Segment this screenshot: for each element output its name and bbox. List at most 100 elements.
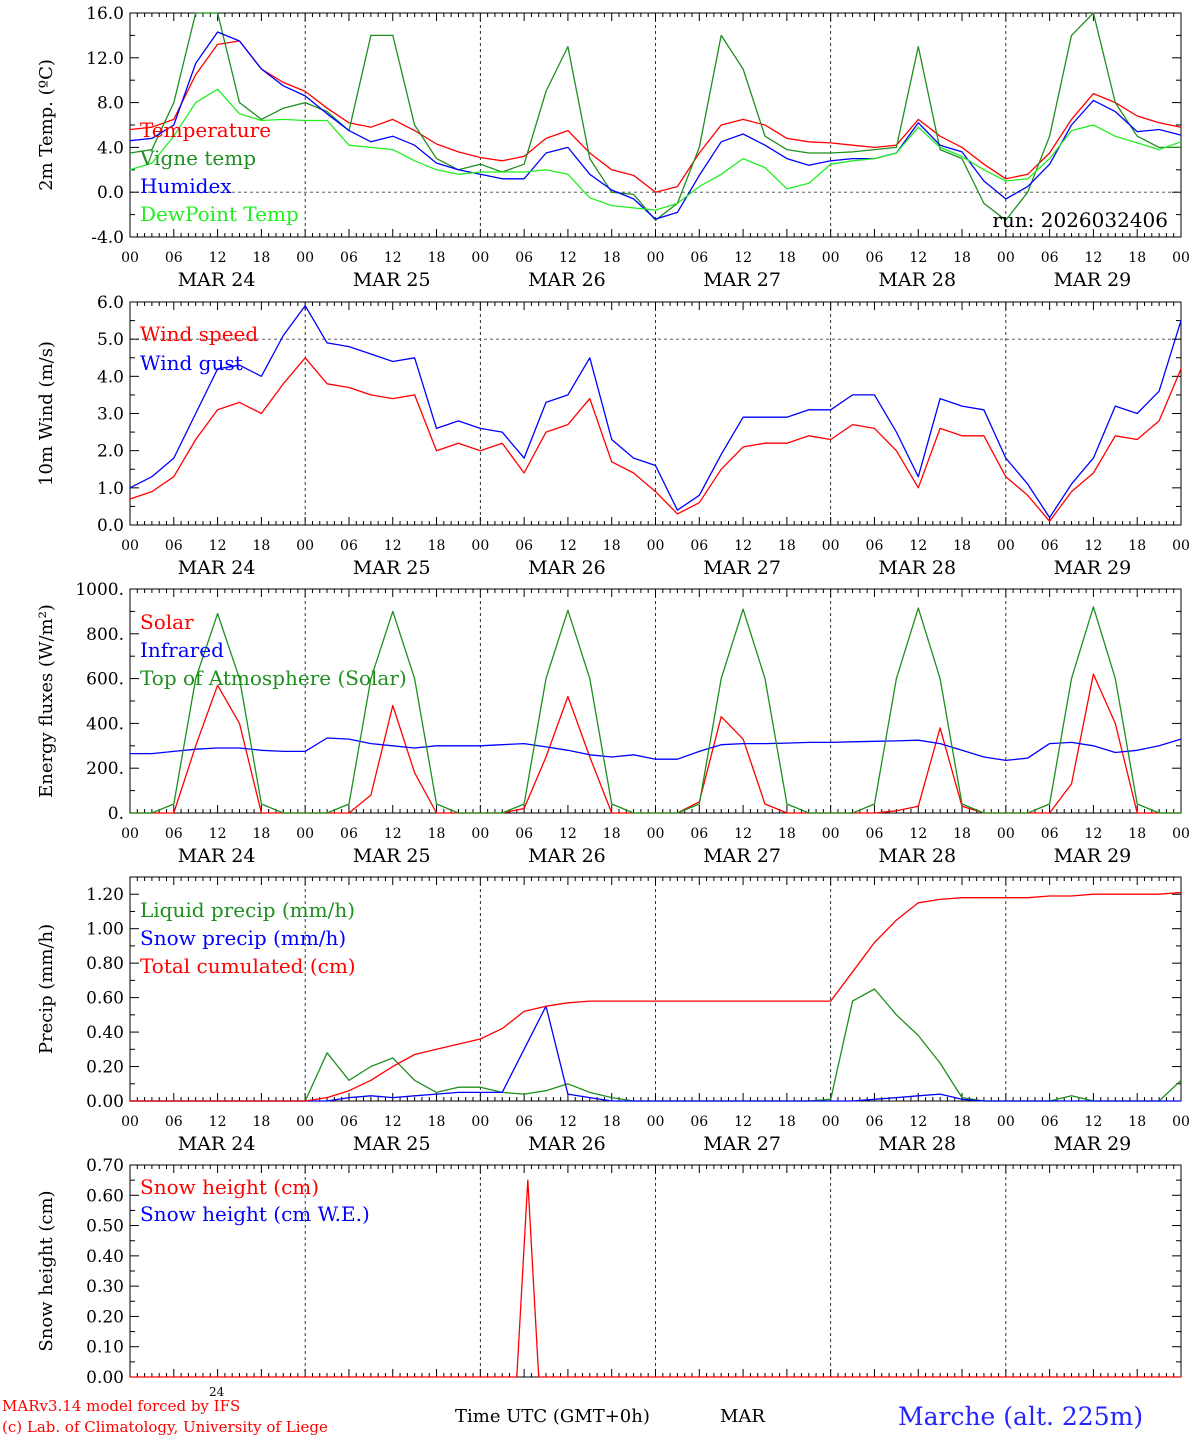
x-tick-label: 00 (471, 826, 489, 842)
series-line-vigne-temp (129, 12, 1181, 221)
x-tick-label: 06 (515, 826, 533, 842)
x-tick-label: 06 (866, 538, 884, 554)
y-tick-label: 5.0 (97, 330, 124, 350)
x-tick-label: 06 (866, 1114, 884, 1130)
x-tick-label: 18 (603, 826, 621, 842)
y-tick-label: 0.20 (86, 1307, 124, 1327)
x-tick-label: 00 (997, 826, 1015, 842)
x-tick-label: 12 (559, 538, 577, 554)
y-tick-label: 0.80 (86, 954, 124, 974)
x-tick-label: 18 (428, 538, 446, 554)
x-tick-label: 00 (997, 538, 1015, 554)
location-label: Marche (alt. 225m) (898, 1402, 1144, 1431)
day-label: MAR 26 (528, 845, 606, 867)
x-tick-label: 12 (734, 1114, 752, 1130)
x-tick-label: 06 (340, 538, 358, 554)
x-tick-label: 12 (909, 250, 927, 266)
y-tick-label: 0.0 (97, 183, 124, 203)
x-tick-label: 06 (165, 538, 183, 554)
x-tick-label: 18 (252, 826, 270, 842)
x-tick-label: 00 (822, 538, 840, 554)
x-tick-label: 18 (1128, 538, 1146, 554)
x-tick-label: 12 (209, 538, 227, 554)
y-tick-label: 6.0 (97, 293, 124, 313)
legend-entry: Snow precip (mm/h) (140, 926, 346, 950)
legend-entry: Total cumulated (cm) (140, 954, 356, 978)
legend-entry: Top of Atmosphere (Solar) (140, 666, 407, 690)
start-day-label: 24 (209, 1385, 225, 1399)
y-axis-title: 2m Temp. (ºC) (36, 59, 57, 191)
y-tick-label: 0.60 (86, 1186, 124, 1206)
plot-frame (129, 588, 1182, 814)
legend-entry: Infrared (140, 638, 224, 662)
meteogram: -4.00.04.08.012.016.000 06 12 18 00 06 12 18 00 0… (36, 4, 1190, 1388)
x-tick-label: 18 (778, 250, 796, 266)
chart-panel-3: 0. 200. 400. 600. 800. 1000. 00 06 12 18 00 06 12 18 0… (36, 580, 1190, 867)
run-label: run: 2026032406 (992, 208, 1168, 232)
x-tick-label: 00 (121, 538, 139, 554)
x-tick-label: 12 (384, 1114, 402, 1130)
day-label: MAR 27 (703, 1133, 781, 1155)
legend-entry: Snow height (cm) (140, 1175, 319, 1199)
x-tick-label: 06 (1041, 1114, 1059, 1130)
x-tick-label: 00 (121, 826, 139, 842)
y-tick-label: 0.30 (86, 1277, 124, 1297)
x-tick-label: 12 (384, 826, 402, 842)
x-tick-label: 18 (603, 250, 621, 266)
x-tick-label: 12 (1085, 538, 1103, 554)
x-tick-label: 00 (1172, 538, 1190, 554)
x-tick-label: 18 (1128, 250, 1146, 266)
day-label: MAR 27 (703, 557, 781, 579)
y-tick-label: 800. (86, 625, 124, 645)
day-label: MAR 25 (353, 557, 431, 579)
y-tick-label: 0.00 (86, 1092, 124, 1112)
day-label: MAR 26 (528, 557, 606, 579)
x-tick-label: 18 (603, 538, 621, 554)
y-tick-label: 200. (86, 759, 124, 779)
x-tick-label: 06 (690, 1114, 708, 1130)
x-tick-label: 12 (734, 538, 752, 554)
x-tick-label: 00 (471, 1114, 489, 1130)
day-label: MAR 25 (353, 845, 431, 867)
day-label: MAR 29 (1054, 269, 1132, 291)
chart-panel-5: 0.00 0.10 0.20 0.30 0.40 0.50 0.60 0.70 Snow hei… (36, 1156, 1182, 1388)
day-label: MAR 28 (878, 845, 956, 867)
day-label: MAR 29 (1054, 1133, 1132, 1155)
x-tick-label: 18 (953, 1114, 971, 1130)
x-tick-label: 12 (559, 826, 577, 842)
day-label: MAR 24 (178, 269, 256, 291)
y-tick-label: 1.00 (86, 920, 124, 940)
x-tick-label: 06 (165, 1114, 183, 1130)
y-tick-label: 0.00 (86, 1368, 124, 1388)
y-tick-label: 0.50 (86, 1217, 124, 1237)
x-tick-label: 06 (690, 538, 708, 554)
time-axis-label: Time UTC (GMT+0h) (455, 1406, 650, 1427)
x-tick-label: 00 (1172, 250, 1190, 266)
x-tick-label: 12 (909, 538, 927, 554)
y-tick-label: 0.10 (86, 1338, 124, 1358)
x-tick-label: 00 (997, 250, 1015, 266)
day-label: MAR 28 (878, 1133, 956, 1155)
x-tick-label: 06 (1041, 250, 1059, 266)
x-tick-label: 06 (340, 826, 358, 842)
x-tick-label: 18 (1128, 1114, 1146, 1130)
x-tick-label: 06 (340, 1114, 358, 1130)
series-line-humidex (129, 31, 1182, 220)
x-tick-label: 12 (1085, 1114, 1103, 1130)
series-line-top-of-atmosphere-solar- (130, 606, 1181, 814)
y-tick-label: 0.0 (97, 516, 124, 536)
y-axis-title: Precip (mm/h) (36, 924, 57, 1054)
x-tick-label: 12 (909, 826, 927, 842)
x-tick-label: 18 (953, 826, 971, 842)
x-tick-label: 00 (647, 826, 665, 842)
x-tick-label: 18 (428, 826, 446, 842)
chart-panel-4: 0.00 0.20 0.40 0.60 0.80 1.00 1.20 00 06 12 18 00 06… (36, 876, 1190, 1155)
series-line-temperature (129, 40, 1182, 193)
y-tick-label: -4.0 (91, 228, 124, 248)
x-tick-label: 00 (1172, 1114, 1190, 1130)
series-line-snow-height-cm- (130, 1179, 1181, 1378)
x-tick-label: 00 (647, 250, 665, 266)
x-tick-label: 06 (515, 1114, 533, 1130)
x-tick-label: 18 (778, 538, 796, 554)
y-tick-label: 1.20 (86, 885, 124, 905)
